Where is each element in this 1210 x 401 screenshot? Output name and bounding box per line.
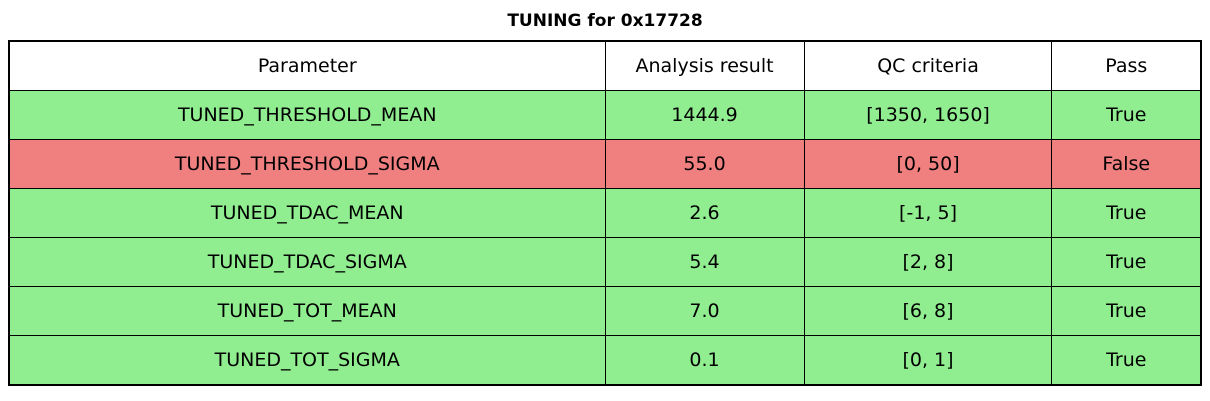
analysis-result-cell: 7.0 [604, 286, 805, 336]
qc-criteria-cell: [2, 8] [803, 237, 1053, 287]
qc-criteria-cell: [6, 8] [803, 286, 1053, 336]
table-body: TUNED_THRESHOLD_MEAN 1444.9 [1350, 1650]… [8, 90, 1202, 386]
table-row: TUNED_TDAC_MEAN 2.6 [-1, 5] True [8, 188, 1202, 238]
qc-criteria-cell: [0, 50] [803, 139, 1053, 189]
column-header-qc-criteria: QC criteria [803, 40, 1053, 91]
figure-title: TUNING for 0x17728 [507, 11, 703, 31]
table-row: TUNED_TDAC_SIGMA 5.4 [2, 8] True [8, 237, 1202, 287]
analysis-result-cell: 1444.9 [604, 90, 805, 140]
table-row: TUNED_TOT_SIGMA 0.1 [0, 1] True [8, 335, 1202, 386]
pass-cell: True [1051, 188, 1202, 238]
parameter-cell: TUNED_THRESHOLD_SIGMA [8, 139, 606, 189]
qc-table: Parameter Analysis result QC criteria Pa… [8, 40, 1202, 386]
column-header-analysis-result: Analysis result [604, 40, 805, 91]
parameter-cell: TUNED_TDAC_SIGMA [8, 237, 606, 287]
analysis-result-cell: 5.4 [604, 237, 805, 287]
pass-cell: True [1051, 335, 1202, 386]
header-row: Parameter Analysis result QC criteria Pa… [8, 40, 1202, 91]
pass-cell: True [1051, 286, 1202, 336]
pass-cell: False [1051, 139, 1202, 189]
qc-criteria-cell: [0, 1] [803, 335, 1053, 386]
pass-cell: True [1051, 237, 1202, 287]
pass-cell: True [1051, 90, 1202, 140]
parameter-cell: TUNED_TOT_MEAN [8, 286, 606, 336]
parameter-cell: TUNED_TDAC_MEAN [8, 188, 606, 238]
qc-criteria-cell: [-1, 5] [803, 188, 1053, 238]
analysis-result-cell: 0.1 [604, 335, 805, 386]
table-row: TUNED_THRESHOLD_SIGMA 55.0 [0, 50] False [8, 139, 1202, 189]
parameter-cell: TUNED_TOT_SIGMA [8, 335, 606, 386]
parameter-cell: TUNED_THRESHOLD_MEAN [8, 90, 606, 140]
table-row: TUNED_THRESHOLD_MEAN 1444.9 [1350, 1650]… [8, 90, 1202, 140]
column-header-parameter: Parameter [8, 40, 606, 91]
analysis-result-cell: 55.0 [604, 139, 805, 189]
qc-criteria-cell: [1350, 1650] [803, 90, 1053, 140]
column-header-pass: Pass [1051, 40, 1202, 91]
analysis-result-cell: 2.6 [604, 188, 805, 238]
table-row: TUNED_TOT_MEAN 7.0 [6, 8] True [8, 286, 1202, 336]
